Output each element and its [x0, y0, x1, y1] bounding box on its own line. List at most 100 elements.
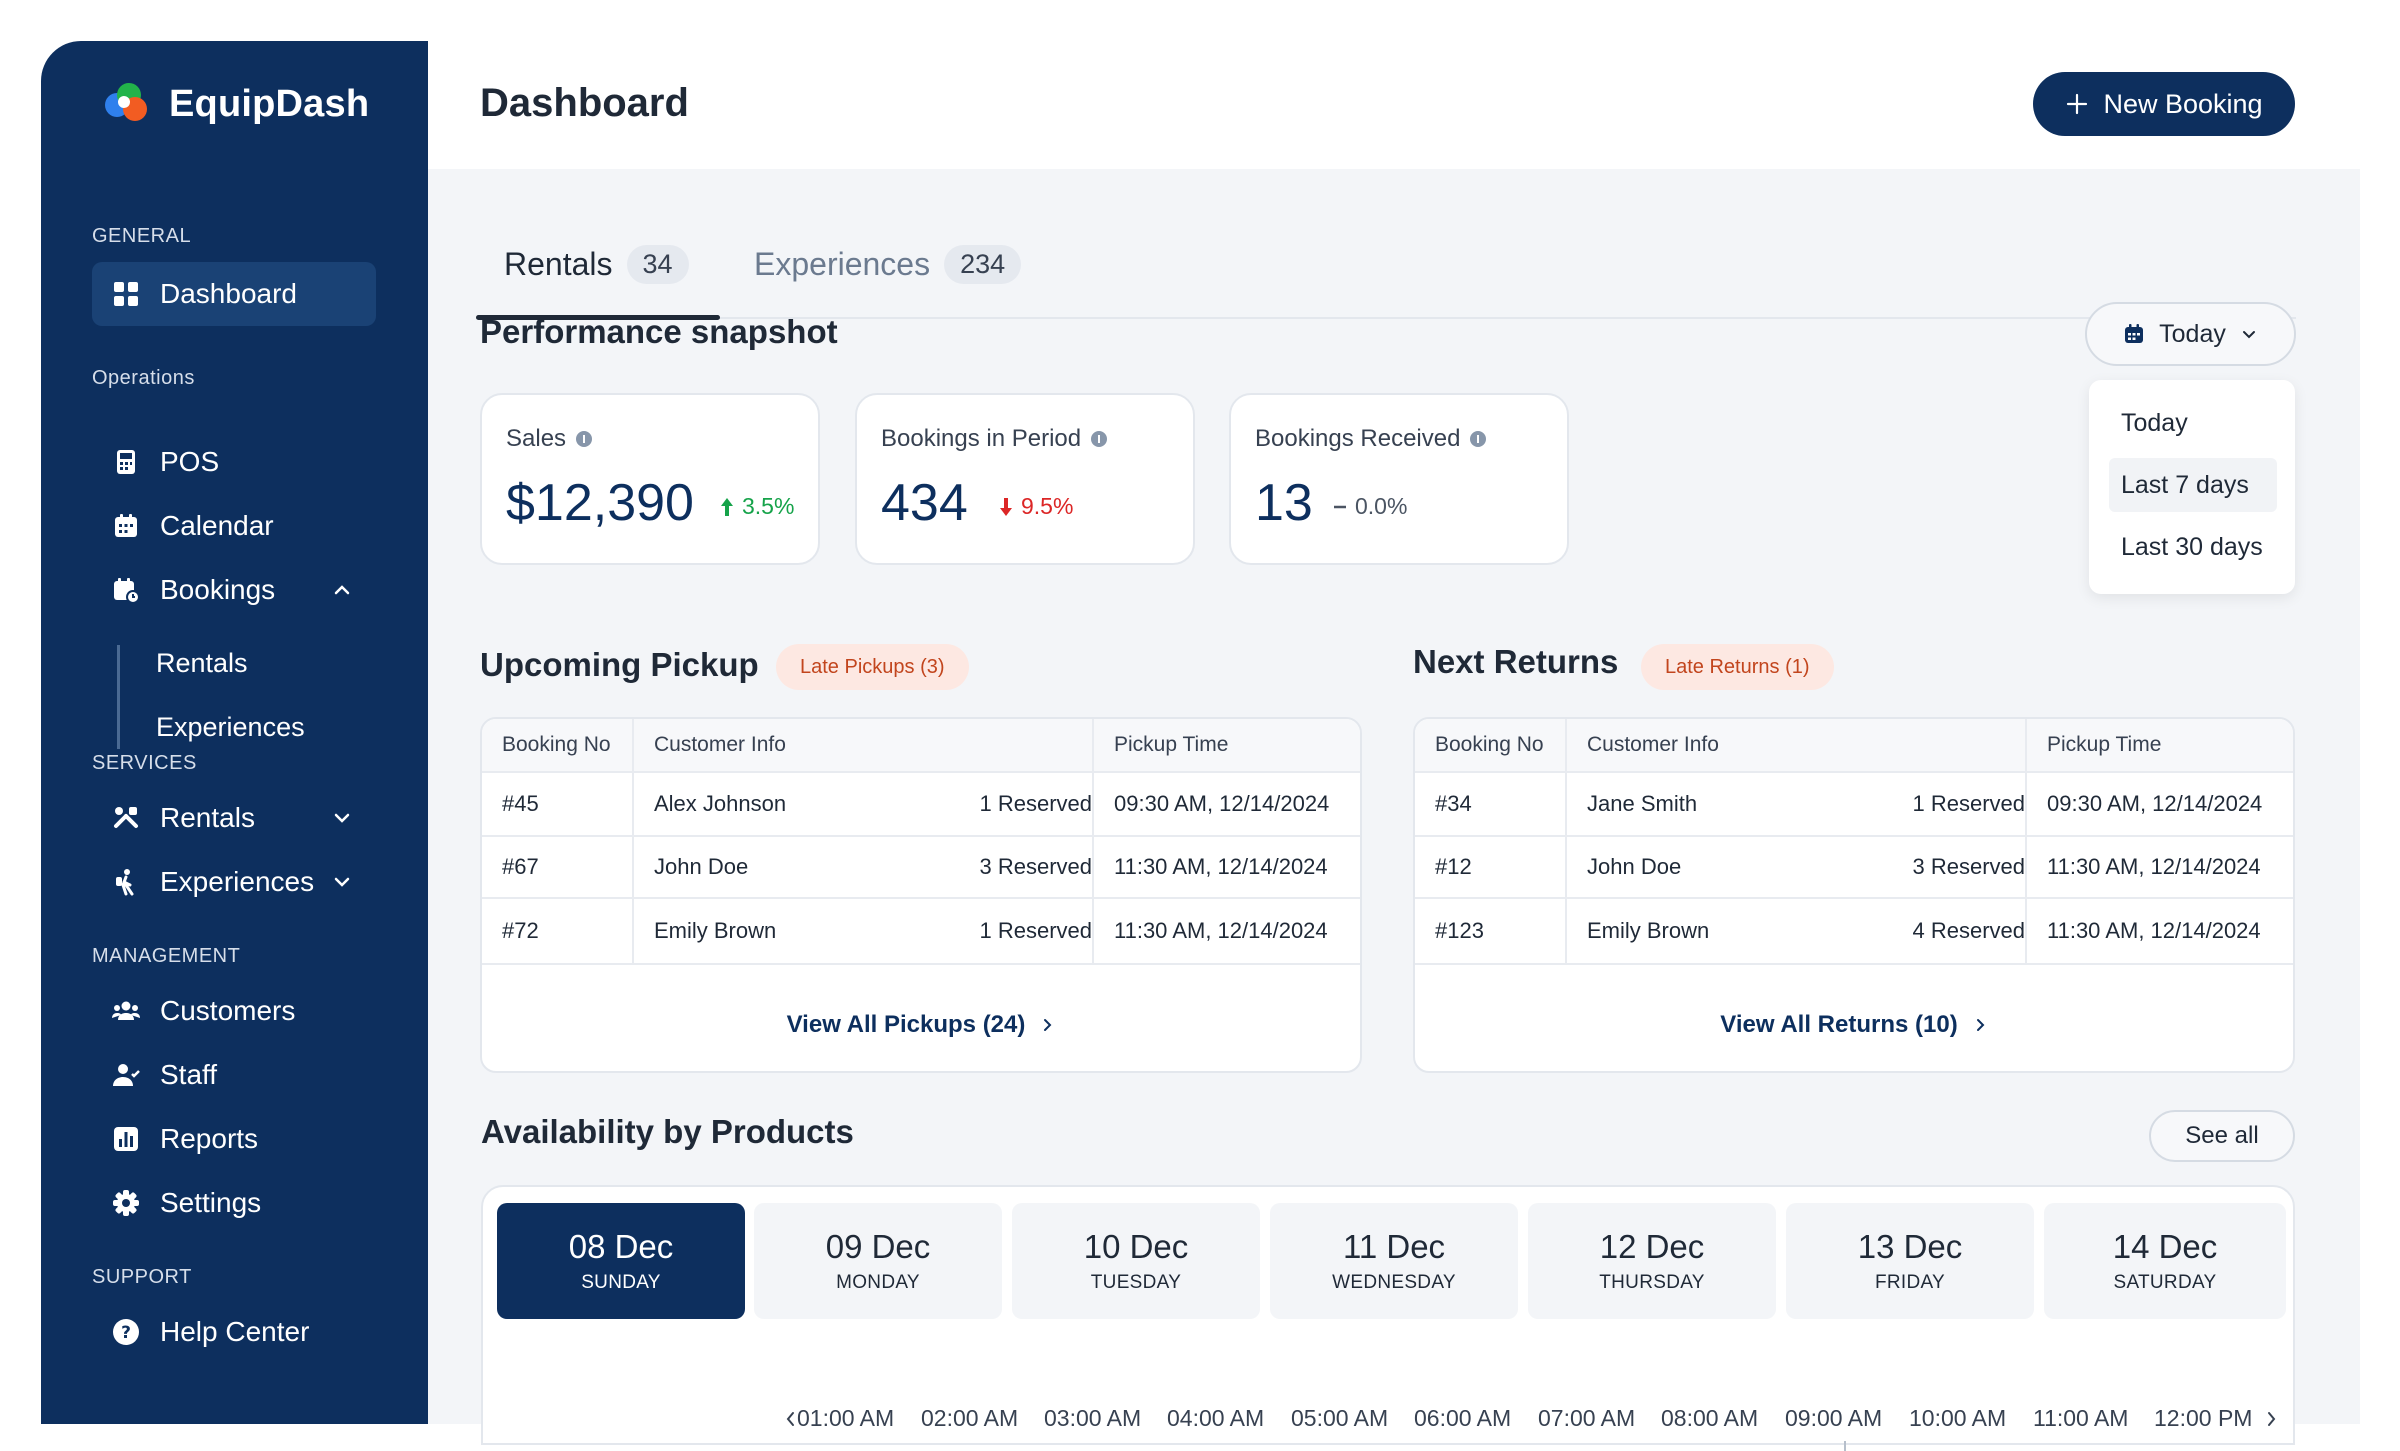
next-returns-title: Next Returns — [1413, 643, 1619, 680]
period-option-last-30-days[interactable]: Last 30 days — [2121, 532, 2263, 561]
customer-name: John Doe — [654, 854, 749, 879]
sidebar-item-calendar[interactable]: Calendar — [92, 494, 376, 558]
sidebar-item-settings[interactable]: Settings — [92, 1171, 376, 1235]
period-option-last-7-days[interactable]: Last 7 days — [2109, 458, 2277, 512]
gear-icon — [112, 1189, 140, 1217]
column-header-customer-info: Customer Info — [1587, 733, 1719, 756]
day-tab[interactable]: 10 Dec TUESDAY — [1012, 1203, 1260, 1319]
metric-change-value: 0.0% — [1355, 493, 1408, 519]
booking-no: #34 — [1435, 791, 1472, 816]
column-header-pickup-time: Pickup Time — [2047, 733, 2162, 756]
table-row[interactable]: #34 Jane Smith 1 Reserved 09:30 AM, 12/1… — [1415, 773, 2293, 837]
day-tab[interactable]: 14 Dec SATURDAY — [2044, 1203, 2286, 1319]
metric-label: Sales — [506, 425, 567, 452]
metric-label-row: Bookings in Period — [881, 425, 1108, 453]
view-all-pickups-link[interactable]: View All Pickups (24) — [482, 995, 1360, 1055]
sidebar-item-pos[interactable]: POS — [92, 430, 376, 494]
chevron-down-icon — [334, 877, 350, 887]
sidebar-item-experiences[interactable]: Experiences — [92, 850, 376, 914]
pickup-time: 11:30 AM, 12/14/2024 — [2047, 918, 2261, 943]
chevron-up-icon — [334, 585, 350, 595]
bookings-icon — [112, 576, 140, 604]
day-date: 11 Dec — [1342, 1228, 1446, 1265]
sidebar-item-label: Settings — [160, 1187, 262, 1218]
sidebar-item-dashboard[interactable]: Dashboard — [92, 262, 376, 326]
day-tab[interactable]: 09 Dec MONDAY — [754, 1203, 1002, 1319]
hour-label: 07:00 AM — [1538, 1405, 1636, 1431]
top-bar: Dashboard New Booking — [428, 41, 2360, 169]
info-icon[interactable] — [1470, 431, 1487, 447]
sidebar-item-help-center[interactable]: ? Help Center — [92, 1300, 376, 1364]
booking-no: #72 — [502, 918, 539, 943]
table-header-row: Booking No Customer Info Pickup Time — [482, 719, 1360, 773]
column-header-customer-info: Customer Info — [654, 733, 786, 756]
hiker-icon — [112, 868, 140, 896]
metric-value: 434 — [881, 474, 968, 532]
booking-no: #12 — [1435, 854, 1472, 879]
late-pickups-badge[interactable]: Late Pickups (3) — [776, 644, 969, 690]
metric-card-bookings-received: Bookings Received 13 0.0% — [1229, 393, 1569, 565]
column-divider — [2025, 719, 2027, 965]
table-row[interactable]: #72 Emily Brown 1 Reserved 11:30 AM, 12/… — [482, 899, 1360, 965]
sidebar-item-reports[interactable]: Reports — [92, 1107, 376, 1171]
tab-rentals[interactable]: Rentals 34 — [504, 245, 689, 284]
metric-label-row: Bookings Received — [1255, 425, 1487, 453]
period-option-today[interactable]: Today — [2121, 408, 2188, 437]
reserved-count: 3 Reserved — [1912, 854, 2025, 879]
tab-experiences[interactable]: Experiences 234 — [754, 245, 1022, 284]
sidebar-item-staff[interactable]: Staff — [92, 1043, 376, 1107]
availability-card: 08 Dec SUNDAY 09 Dec MONDAY 10 Dec TUESD… — [481, 1185, 2295, 1451]
period-dropdown[interactable]: Today — [2085, 302, 2296, 366]
column-header-pickup-time: Pickup Time — [1114, 733, 1229, 756]
customer-name: Emily Brown — [1587, 918, 1710, 943]
bar-chart-icon — [112, 1125, 140, 1153]
hour-label: 03:00 AM — [1044, 1405, 1142, 1431]
info-icon[interactable] — [1091, 431, 1108, 447]
table-row[interactable]: #45 Alex Johnson 1 Reserved 09:30 AM, 12… — [482, 773, 1360, 837]
view-all-returns-link[interactable]: View All Returns (10) — [1415, 995, 2293, 1055]
new-booking-button[interactable]: New Booking — [2033, 72, 2295, 136]
plus-icon — [2067, 93, 2088, 115]
late-returns-badge[interactable]: Late Returns (1) — [1641, 644, 1834, 690]
hour-label: 02:00 AM — [921, 1405, 1019, 1431]
sidebar-item-rentals[interactable]: Rentals — [92, 786, 376, 850]
metric-label: Bookings Received — [1255, 425, 1461, 452]
day-date: 13 Dec — [1857, 1228, 1963, 1265]
sidebar-item-label: Staff — [160, 1059, 218, 1090]
arrow-down-icon — [1000, 497, 1012, 516]
day-tab[interactable]: 11 Dec WEDNESDAY — [1270, 1203, 1518, 1319]
staff-icon — [112, 1061, 140, 1089]
see-all-button[interactable]: See all — [2149, 1110, 2295, 1162]
sidebar-subitem-rentals[interactable]: Rentals — [156, 648, 248, 678]
sidebar-item-bookings[interactable]: Bookings — [92, 558, 376, 622]
chevron-right-icon[interactable] — [2263, 1409, 2279, 1429]
sidebar-item-customers[interactable]: Customers — [92, 979, 376, 1043]
calendar-icon — [2125, 324, 2144, 343]
info-icon[interactable] — [576, 431, 593, 447]
tabs-bar: Rentals 34 Experiences 234 — [476, 201, 2296, 320]
column-header-booking-no: Booking No — [1435, 733, 1544, 756]
chevron-left-icon[interactable] — [783, 1409, 799, 1429]
hour-label: 06:00 AM — [1414, 1405, 1512, 1431]
customer-name: Emily Brown — [654, 918, 777, 943]
hours-timeline: 01:00 AM 02:00 AM 03:00 AM 04:00 AM 05:0… — [786, 1405, 2293, 1435]
logo-mark-icon — [103, 81, 149, 127]
table-row[interactable]: #12 John Doe 3 Reserved 11:30 AM, 12/14/… — [1415, 837, 2293, 899]
day-tab[interactable]: 12 Dec THURSDAY — [1528, 1203, 1776, 1319]
day-tab[interactable]: 13 Dec FRIDAY — [1786, 1203, 2034, 1319]
app-name: EquipDash — [169, 82, 370, 125]
metric-change-value: 9.5% — [1021, 493, 1074, 519]
metric-label-row: Sales — [506, 425, 593, 453]
reserved-count: 3 Reserved — [979, 854, 1092, 879]
sidebar-subitem-experiences[interactable]: Experiences — [156, 712, 305, 742]
chevron-right-icon — [1044, 1019, 1052, 1031]
day-tab[interactable]: 08 Dec SUNDAY — [497, 1203, 745, 1319]
metric-change: 9.5% — [997, 493, 1073, 520]
table-row[interactable]: #123 Emily Brown 4 Reserved 11:30 AM, 12… — [1415, 899, 2293, 965]
table-row[interactable]: #67 John Doe 3 Reserved 11:30 AM, 12/14/… — [482, 837, 1360, 899]
period-dropdown-menu: Today Last 7 days Last 30 days — [2089, 380, 2295, 594]
reserved-count: 4 Reserved — [1912, 918, 2025, 943]
new-booking-label: New Booking — [2103, 88, 2263, 119]
logo[interactable]: EquipDash — [103, 81, 369, 127]
hour-label: 05:00 AM — [1291, 1405, 1389, 1431]
